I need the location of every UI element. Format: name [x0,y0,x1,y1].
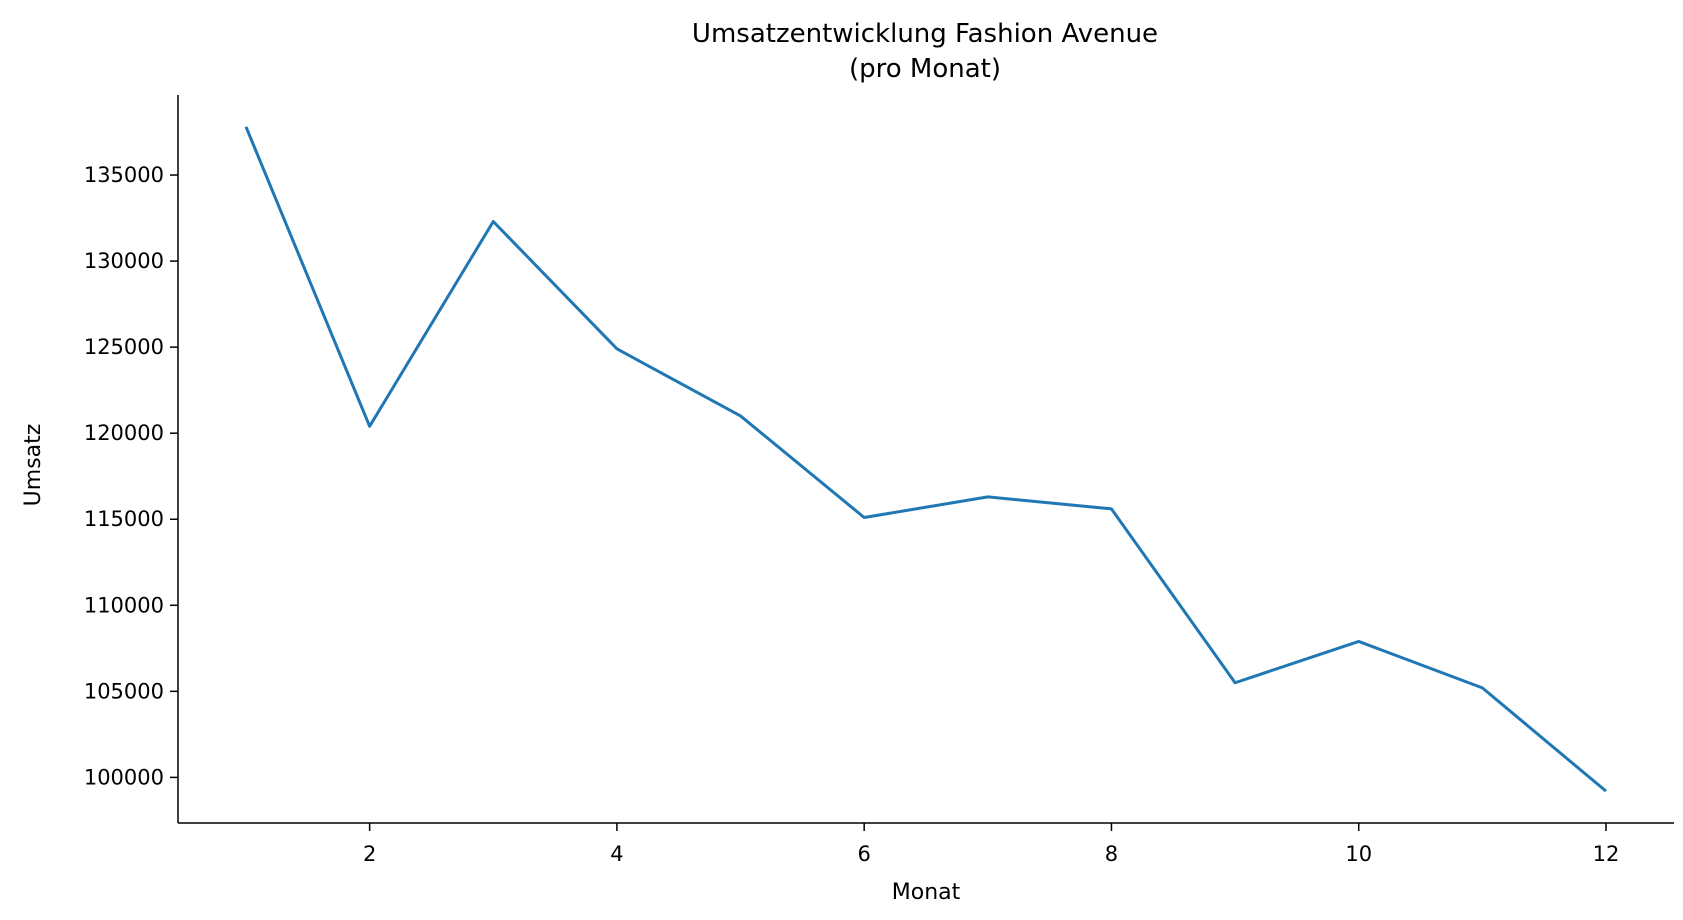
y-axis-label: Umsatz [21,424,46,507]
y-tick-label: 115000 [84,507,164,531]
axis-ticks: 2 4 6 8 10 12 100000 105000 110000 115000 120000 12… [84,163,1620,866]
y-tick-label: 110000 [84,593,164,617]
x-tick-label: 6 [857,842,870,866]
x-tick-label: 10 [1345,842,1372,866]
x-tick-label: 2 [363,842,376,866]
y-tick-label: 100000 [84,765,164,789]
plot-series [244,126,1607,793]
y-tick-label: 120000 [84,421,164,445]
x-tick-label: 4 [610,842,623,866]
y-tick-label: 135000 [84,163,164,187]
chart-title-line-2: (pro Monat) [849,54,1001,84]
y-tick-label: 105000 [84,679,164,703]
series-line [244,126,1607,793]
y-tick-label: 125000 [84,335,164,359]
x-tick-label: 12 [1593,842,1620,866]
x-tick-label: 8 [1105,842,1118,866]
y-tick-label: 130000 [84,249,164,273]
x-axis-label: Monat [892,880,961,905]
chart-title-line-1: Umsatzentwicklung Fashion Avenue [692,19,1158,49]
